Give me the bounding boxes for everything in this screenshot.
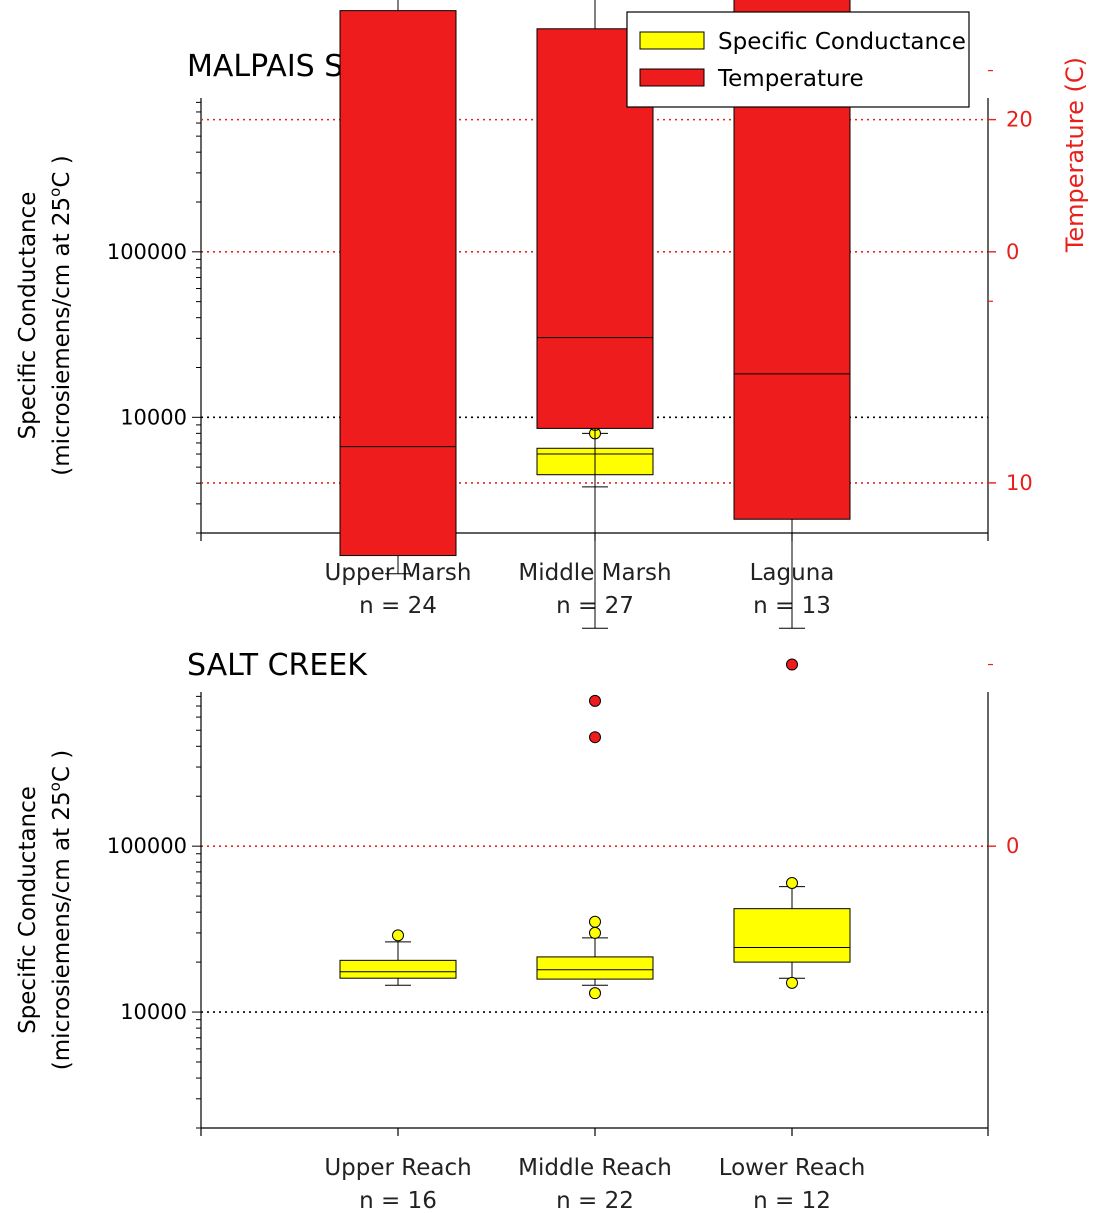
box-iqr: [339, 959, 457, 979]
box-iqr: [339, 10, 457, 557]
legend-label: Temperature: [717, 66, 864, 92]
outlier-point: [589, 731, 601, 744]
legend: Specific Conductance Temperature: [626, 11, 970, 108]
outlier-point: [589, 915, 601, 928]
box-temperature-2: [536, 0, 654, 744]
y-axis-label-end: C ): [49, 155, 75, 187]
outlier-point: [786, 876, 798, 889]
y-axis-label-line1: Specific Conductance: [15, 192, 41, 440]
category-n-label: n = 16: [359, 1188, 437, 1213]
y-tick-label: 10000: [120, 1000, 187, 1024]
category-label: Upper Reach: [324, 1155, 471, 1181]
y2-axis-label: Temperature (C): [1061, 57, 1089, 253]
y-axis-label-end: C ): [49, 750, 75, 782]
category-n-label: n = 22: [556, 1188, 634, 1213]
chart-title: SALT CREEK: [187, 648, 368, 683]
outlier-point: [589, 694, 601, 707]
category-label: Lower Reach: [719, 1155, 866, 1181]
box-conductance-1: [339, 929, 457, 986]
outlier-point: [589, 926, 601, 939]
legend-swatch: [639, 31, 705, 50]
y-axis-label-line2: (microsiemens/cm at 25: [49, 791, 75, 1070]
chart-panel-2: SALT CREEK10000100000010203040Specific C…: [15, 0, 1089, 1213]
category-n-label: n = 12: [753, 1188, 831, 1213]
outlier-point: [786, 976, 798, 989]
y-axis-label: Specific Conductance (microsiemens/cm at …: [15, 750, 75, 1070]
y2-tick-label: 0: [1006, 240, 1019, 264]
legend-frame: [626, 11, 970, 108]
y-axis-label: Specific Conductance (microsiemens/cm at …: [15, 155, 75, 475]
y2-tick-label: 0: [1006, 834, 1019, 858]
outlier-point: [786, 658, 798, 671]
box-iqr: [536, 956, 654, 980]
y-tick-label: 100000: [107, 240, 187, 264]
y-axis-label-line1: Specific Conductance: [15, 786, 41, 1034]
y-axis-label-superscript: o: [46, 782, 64, 791]
box-conductance-2: [536, 915, 654, 1000]
y-tick-label: 10000: [120, 405, 187, 429]
outlier-point: [589, 987, 601, 1000]
y-axis-label-superscript: o: [46, 188, 64, 197]
box-iqr: [733, 908, 851, 963]
outlier-point: [392, 929, 404, 942]
y-tick-label: 100000: [107, 834, 187, 858]
series-temperature: [339, 0, 851, 744]
series-specific-conductance: [339, 876, 851, 1000]
category-label: Middle Reach: [518, 1155, 672, 1181]
legend-label: Specific Conductance: [718, 29, 966, 55]
y2-tick-label: 10: [1006, 471, 1033, 495]
category-n-label: n = 24: [359, 593, 437, 619]
box-temperature-1: [339, 0, 457, 575]
box-conductance-3: [733, 876, 851, 989]
legend-swatch: [639, 68, 705, 87]
y2-tick-label: 20: [1006, 108, 1033, 132]
y-axis-label-line2: (microsiemens/cm at 25: [49, 197, 75, 476]
